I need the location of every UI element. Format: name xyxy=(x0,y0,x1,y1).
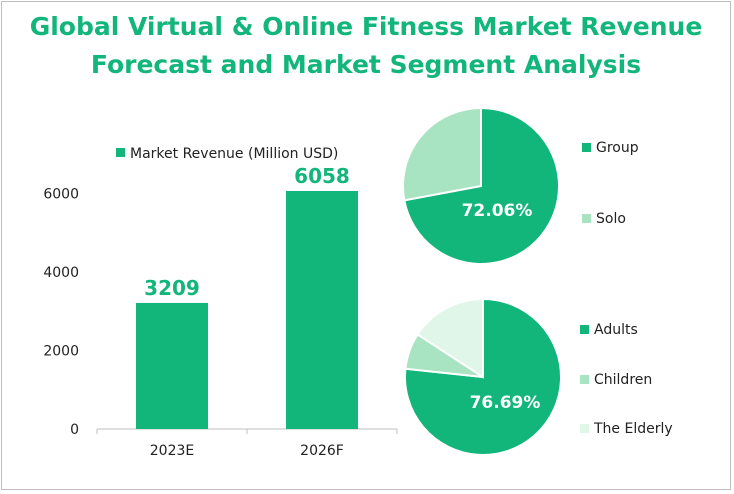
chart-title: Global Virtual & Online Fitness Market R… xyxy=(2,8,730,84)
legend-label: Market Revenue (Million USD) xyxy=(130,146,338,162)
y-tick-label: 0 xyxy=(70,422,79,438)
bar-value-label: 3209 xyxy=(144,276,200,300)
legend-swatch xyxy=(582,143,591,152)
y-tick-label: 4000 xyxy=(43,265,79,281)
legend-label: The Elderly xyxy=(593,421,673,437)
legend-label: Adults xyxy=(594,322,638,338)
legend-swatch xyxy=(580,325,589,334)
pie-value-label: 72.06% xyxy=(462,201,533,221)
bar-chart: 0 2000 4000 6000 3209 2023E 6058 2026F Market Re… xyxy=(43,146,398,459)
legend-swatch xyxy=(580,424,589,433)
title-line-1: Global Virtual & Online Fitness Market R… xyxy=(29,12,703,41)
bar-value-label: 6058 xyxy=(294,164,350,188)
legend-label: Children xyxy=(594,372,652,388)
legend-swatch xyxy=(580,375,589,384)
pie-value-label: 76.69% xyxy=(470,393,541,413)
legend-label: Group xyxy=(596,140,639,156)
bar xyxy=(286,191,358,429)
y-tick-label: 2000 xyxy=(43,343,79,359)
legend-swatch xyxy=(116,148,125,157)
bar xyxy=(136,302,208,429)
x-tick-label: 2026F xyxy=(300,443,344,459)
legend-label: Solo xyxy=(596,211,626,227)
pie-slice xyxy=(402,106,482,202)
pie-chart-age: 76.69% Adults Children The Elderly xyxy=(404,297,673,456)
x-tick-label: 2023E xyxy=(150,443,194,459)
title-line-2: Forecast and Market Segment Analysis xyxy=(90,50,642,79)
pie-chart-group-solo: 72.06% Group Solo xyxy=(402,106,639,265)
pie-slice xyxy=(416,297,484,379)
y-tick-label: 6000 xyxy=(43,186,79,202)
legend-swatch xyxy=(582,214,591,223)
